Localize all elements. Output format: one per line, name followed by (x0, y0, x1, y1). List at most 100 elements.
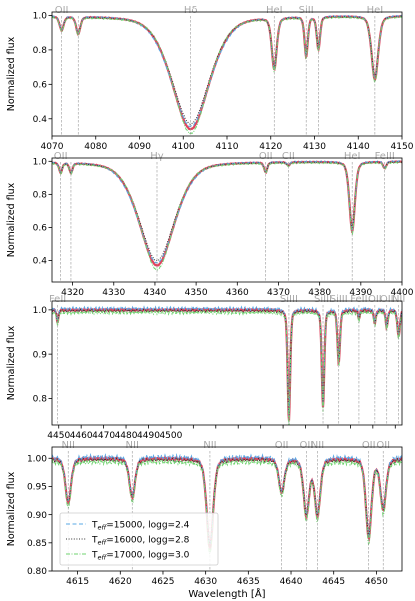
series-model_16000-panel-4 (52, 456, 402, 547)
line-label-3-1: SiIII (280, 294, 298, 305)
x-axis-label: Wavelength [Å] (188, 587, 265, 600)
line-label-4-6: OII (362, 440, 376, 451)
x-tick-label-2-2: 4340 (143, 288, 166, 298)
series-observed-panel-1 (52, 14, 402, 131)
x-tick-label-2-6: 4380 (308, 288, 331, 298)
line-label-1-6: HeI (367, 5, 384, 16)
legend-entry-1: Teff=16000, logg=2.8 (91, 535, 190, 546)
y-tick-label-1-0: 0.4 (33, 115, 48, 125)
series-model_16000-panel-1 (52, 15, 402, 125)
line-label-2-0: OII (54, 151, 68, 162)
x-tick-label-2-0: 4320 (61, 288, 84, 298)
series-model_17000-panel-4 (52, 457, 402, 555)
y-axis-label-1: Normalized flux (6, 36, 17, 111)
y-axis-label-2: Normalized flux (6, 182, 17, 257)
x-tick-label-1-6: 4130 (303, 142, 326, 152)
line-label-3-4: FeII (350, 294, 367, 305)
y-tick-label-2-2: 0.8 (33, 191, 48, 201)
legend: Teff=15000, logg=2.4 Teff=16000, logg=2.8… (59, 512, 219, 566)
x-tick-label-1-8: 4150 (391, 142, 414, 152)
x-tick-label-1-1: 4080 (84, 142, 107, 152)
x-tick-label-1-2: 4090 (128, 142, 151, 152)
line-label-4-4: OII (299, 440, 313, 451)
line-label-4-5: NII (311, 440, 324, 451)
series-model_15000-panel-1 (52, 14, 402, 128)
x-tick-label-2-8: 4400 (391, 288, 414, 298)
x-tick-label-1-4: 4110 (216, 142, 239, 152)
series-observed-panel-2 (52, 160, 402, 267)
x-tick-label-4-3: 4630 (194, 577, 217, 587)
y-tick-label-2-1: 0.6 (33, 224, 48, 234)
series-model_15000-panel-3 (52, 305, 402, 418)
y-tick-label-4-0: 0.80 (27, 567, 47, 577)
series-model_16000-panel-3 (52, 308, 402, 416)
axes-frame-1 (51, 11, 403, 137)
y-axis-label-4: Normalized flux (6, 471, 17, 546)
line-label-4-1: NII (126, 440, 139, 451)
x-tick-label-2-7: 4390 (349, 288, 372, 298)
series-model_17000-panel-1 (52, 16, 402, 135)
line-label-3-7: NII (392, 294, 405, 305)
line-label-4-7: OII (376, 440, 390, 451)
line-label-4-3: OII (275, 440, 289, 451)
axes-frame-3 (51, 300, 403, 426)
line-label-3-0: FeII (49, 294, 66, 305)
x-tick-label-4-2: 4625 (152, 577, 175, 587)
series-model_17000-panel-2 (52, 161, 402, 271)
y-tick-label-4-3: 0.95 (27, 483, 47, 493)
x-tick-label-3-0: 4450 (47, 431, 70, 441)
x-tick-label-4-4: 4635 (237, 577, 260, 587)
x-tick-label-4-6: 4645 (322, 577, 345, 587)
line-label-1-3: HeI (266, 5, 283, 16)
x-tick-label-4-5: 4640 (280, 577, 303, 587)
y-tick-label-2-3: 1.0 (33, 158, 48, 168)
line-label-3-2: SiIII (314, 294, 332, 305)
line-label-2-6: FeIII (375, 151, 395, 162)
line-label-3-5: OII (368, 294, 382, 305)
x-tick-label-3-5: 4500 (159, 431, 182, 441)
panel-2: OII Hγ OII CII HeI FeIII 4320 4330 4340 4350 4360 4… (6, 151, 414, 298)
y-tick-label-4-1: 0.85 (27, 539, 47, 549)
y-tick-label-1-3: 1.0 (33, 12, 48, 22)
series-model_17000-panel-3 (52, 309, 402, 425)
y-tick-label-2-0: 0.4 (33, 257, 48, 267)
y-tick-label-1-2: 0.8 (33, 46, 48, 56)
line-label-3-6: OII (380, 294, 394, 305)
axes-frame-4 (51, 446, 403, 572)
y-tick-label-3-2: 1.0 (33, 306, 48, 316)
y-tick-label-3-0: 0.8 (33, 395, 48, 405)
x-tick-label-1-0: 4070 (41, 142, 64, 152)
line-label-2-2: Hγ (150, 151, 164, 162)
line-label-3-3: SiIII (330, 294, 348, 305)
x-tick-label-2-5: 4370 (267, 288, 290, 298)
panel-1: OII Hδ HeI SiII HeI 4070 4080 4090 4100 4110 4120 4… (6, 5, 414, 152)
x-tick-label-4-0: 4615 (66, 577, 89, 587)
x-tick-label-2-1: 4330 (102, 288, 125, 298)
x-tick-label-3-4: 4490 (137, 431, 160, 441)
series-model_15000-panel-4 (52, 452, 402, 545)
line-label-1-4: SiII (299, 5, 314, 16)
line-label-1-0: OII (55, 5, 69, 16)
line-label-2-4: CII (282, 151, 295, 162)
x-tick-label-2-4: 4360 (226, 288, 249, 298)
line-label-4-0: NII (62, 440, 75, 451)
line-label-4-2: NII (203, 440, 216, 451)
line-label-1-2: Hδ (184, 5, 198, 16)
legend-entry-0: Teff=15000, logg=2.4 (91, 520, 190, 531)
x-tick-label-4-1: 4620 (109, 577, 132, 587)
x-tick-label-3-1: 4460 (70, 431, 93, 441)
panels-group: OII Hδ HeI SiII HeI 4070 4080 4090 4100 4110 4120 4… (6, 5, 414, 587)
line-label-2-3: OII (259, 151, 273, 162)
x-tick-label-2-3: 4350 (185, 288, 208, 298)
series-observed-panel-3 (52, 307, 402, 421)
x-tick-label-1-7: 4140 (347, 142, 370, 152)
y-tick-label-4-4: 1.00 (27, 454, 47, 464)
x-tick-label-3-2: 4470 (92, 431, 115, 441)
x-tick-label-1-5: 4120 (259, 142, 282, 152)
y-tick-label-3-1: 0.9 (33, 350, 48, 360)
y-tick-label-1-1: 0.6 (33, 81, 48, 91)
x-tick-label-1-3: 4100 (172, 142, 195, 152)
